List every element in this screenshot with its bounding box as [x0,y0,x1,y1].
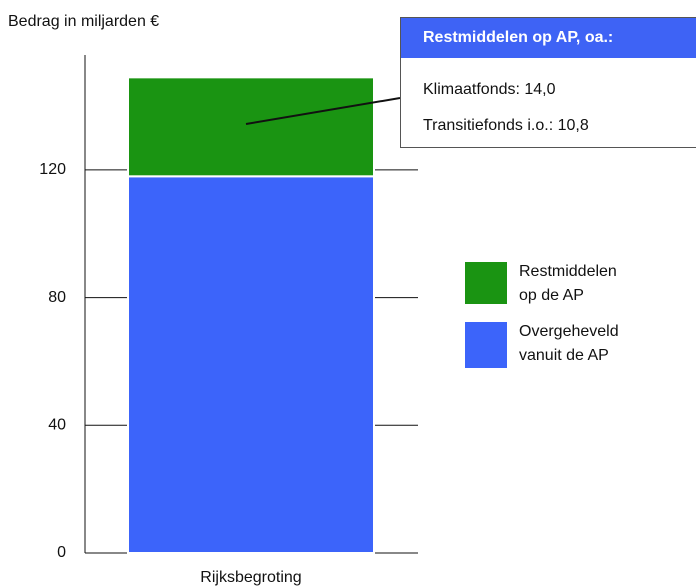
y-axis-label: Bedrag in miljarden € [8,13,159,30]
callout: Restmiddelen op AP, oa.: Klimaatfonds: 1… [400,17,696,148]
y-tick-label: 0 [57,544,66,561]
callout-title: Restmiddelen op AP, oa.: [401,18,696,58]
legend-swatch [465,322,507,368]
legend-label: Overgeheveld vanuit de AP [519,323,619,364]
leader-line [245,97,401,125]
y-tick-label: 80 [48,289,66,306]
legend-label: Restmiddelen op de AP [519,263,617,304]
callout-line: Klimaatfonds: 14,0 [423,81,556,98]
bar-segment [127,76,375,178]
x-tick-label: Rijksbegroting [200,569,301,586]
y-tick-label: 120 [39,161,66,178]
y-tick-label: 40 [48,417,66,434]
callout-line: Transitiefonds i.o.: 10,8 [423,117,589,134]
bar-segment [127,175,375,555]
legend-swatch [465,262,507,304]
